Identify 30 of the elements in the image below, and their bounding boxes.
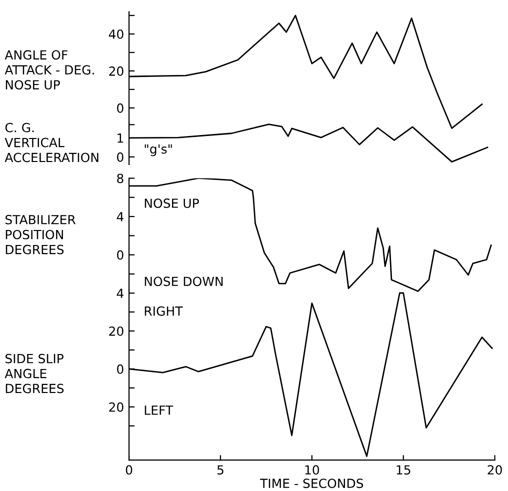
x-tick-label: 5 — [217, 465, 224, 475]
y-tick-label: 20 — [109, 66, 124, 76]
y-axis-title: STABILIZER POSITION DEGREES — [6, 214, 76, 254]
annotation: "g's" — [144, 144, 172, 156]
x-tick-label: 20 — [488, 465, 502, 475]
x-axis-title: TIME - SECONDS — [260, 478, 364, 488]
y-axis-title: ANGLE OF ATTACK - DEG. NOSE UP — [4, 50, 94, 90]
y-tick-label: 20 — [109, 402, 124, 412]
y-tick-label: 0 — [117, 250, 124, 260]
y-axis-title: SIDE SLIP ANGLE DEGREES — [4, 354, 64, 394]
x-tick-label: 10 — [305, 465, 320, 475]
y-tick-label: 4 — [116, 288, 124, 298]
annotation: RIGHT — [144, 306, 183, 316]
line-series — [129, 14, 483, 129]
y-tick-label: 0 — [117, 152, 124, 162]
line-series — [129, 124, 488, 163]
y-tick-label: 1 — [118, 134, 124, 143]
y-tick-label: 40 — [108, 29, 124, 39]
y-tick-label: 20 — [109, 326, 124, 336]
annotation: NOSE UP — [144, 198, 199, 208]
line-series — [129, 178, 492, 292]
y-tick-label: 0 — [117, 364, 124, 374]
y-tick-label: 8 — [117, 174, 124, 184]
y-axis-title: C. G. VERTICAL ACCELERATION — [4, 122, 98, 162]
y-tick-label: 0 — [117, 103, 124, 113]
x-tick-label: 15 — [396, 465, 410, 475]
y-tick-label: 4 — [116, 212, 124, 222]
annotation: NOSE DOWN — [144, 276, 223, 286]
x-tick-label: 0 — [126, 465, 132, 475]
annotation: LEFT — [144, 406, 174, 415]
